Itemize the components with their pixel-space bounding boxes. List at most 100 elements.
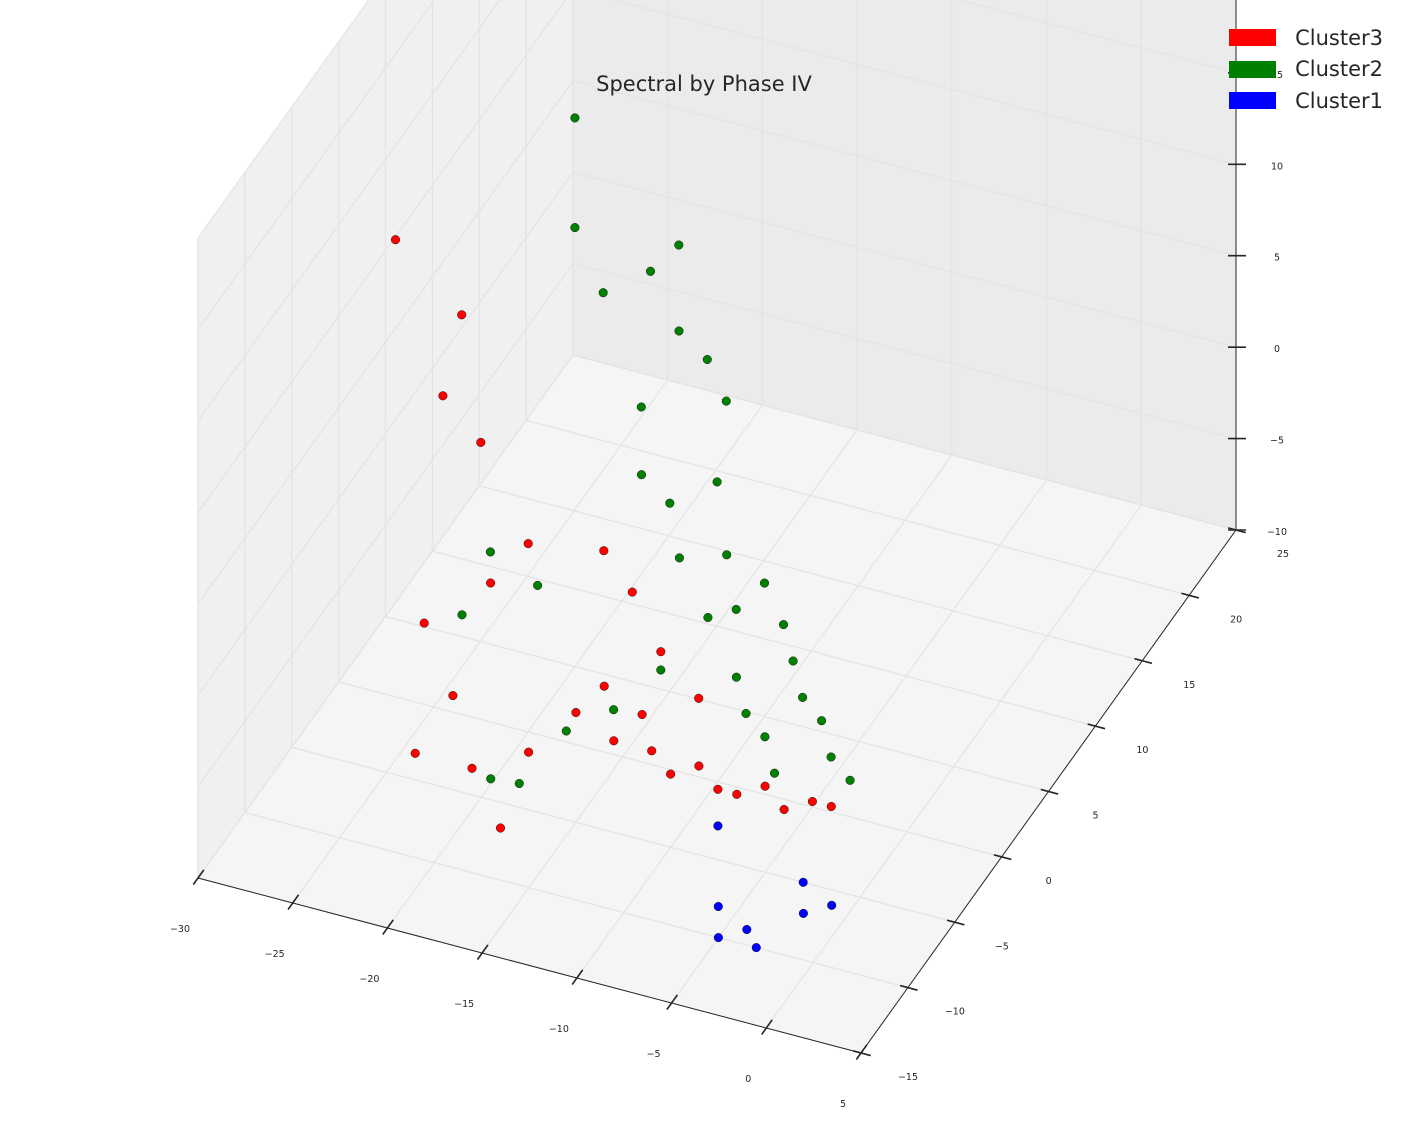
x-tick-label: 5 bbox=[840, 1099, 846, 1110]
point-cluster2 bbox=[665, 498, 675, 508]
point-cluster3 bbox=[476, 437, 486, 447]
x-tick bbox=[760, 1019, 773, 1035]
point-cluster2 bbox=[817, 716, 827, 726]
x-tick bbox=[571, 969, 584, 985]
tick-labels: −30 −25 −20 −15 −10 −5 0 5 −15 −10 −5 0 5 10 15 20 25 −10… bbox=[170, 70, 1289, 1110]
x-tick-label: −10 bbox=[549, 1024, 569, 1035]
grid-y-floor bbox=[244, 812, 909, 989]
grid-z-left bbox=[197, 171, 574, 696]
point-cluster1 bbox=[827, 900, 837, 910]
point-cluster3 bbox=[410, 748, 420, 758]
x-tick bbox=[666, 994, 679, 1010]
data-points bbox=[390, 113, 855, 953]
legend-item-cluster2: Cluster2 bbox=[1229, 54, 1383, 86]
x-axis-line bbox=[197, 877, 862, 1054]
grid-z-back bbox=[572, 80, 1237, 257]
point-cluster3 bbox=[419, 618, 429, 628]
x-tick bbox=[192, 869, 205, 885]
point-cluster3 bbox=[713, 784, 723, 794]
point-cluster2 bbox=[561, 726, 571, 736]
point-cluster2 bbox=[826, 752, 836, 762]
grid-y-floor bbox=[291, 746, 955, 923]
point-cluster2 bbox=[636, 402, 646, 412]
grid-y-floor bbox=[479, 485, 1143, 662]
x-tick bbox=[476, 944, 489, 960]
grid-z-back bbox=[572, 171, 1237, 348]
point-cluster2 bbox=[722, 550, 732, 560]
grid-z-left bbox=[197, 0, 370, 239]
point-cluster2 bbox=[798, 692, 808, 702]
point-cluster1 bbox=[798, 877, 808, 887]
point-cluster3 bbox=[627, 587, 637, 597]
z-tick-label: 10 bbox=[1271, 161, 1283, 172]
point-cluster2 bbox=[485, 547, 495, 557]
point-cluster2 bbox=[457, 610, 467, 620]
y-tick bbox=[1181, 592, 1199, 599]
grid-z-left bbox=[197, 0, 435, 330]
z-tick-label: −5 bbox=[1270, 436, 1284, 447]
x-tick-label: −5 bbox=[647, 1049, 661, 1060]
point-cluster3 bbox=[656, 647, 666, 657]
y-tick-label: −5 bbox=[995, 941, 1009, 952]
point-cluster2 bbox=[674, 326, 684, 336]
x-tick-label: −25 bbox=[265, 949, 285, 960]
point-cluster2 bbox=[759, 578, 770, 588]
point-cluster3 bbox=[637, 709, 647, 720]
point-cluster3 bbox=[760, 781, 770, 791]
x-tick-label: −15 bbox=[454, 999, 474, 1010]
y-tick-label: 0 bbox=[1046, 876, 1052, 887]
point-cluster3 bbox=[694, 761, 704, 771]
point-cluster1 bbox=[798, 908, 808, 918]
grid-z-back bbox=[572, 354, 1237, 531]
point-cluster2 bbox=[702, 354, 712, 365]
point-cluster3 bbox=[457, 310, 467, 320]
legend-item-cluster3: Cluster3 bbox=[1229, 22, 1383, 54]
grid-z-back bbox=[957, 0, 1237, 74]
point-cluster2 bbox=[760, 732, 770, 742]
x-tick bbox=[855, 1044, 868, 1060]
point-cluster3 bbox=[571, 707, 581, 718]
point-cluster2 bbox=[674, 553, 684, 563]
point-cluster2 bbox=[703, 612, 713, 623]
point-cluster2 bbox=[570, 113, 580, 123]
grid-z-back bbox=[572, 262, 1237, 440]
point-cluster2 bbox=[788, 656, 798, 666]
grid-y-floor bbox=[338, 681, 1002, 858]
point-cluster3 bbox=[666, 769, 676, 779]
z-tick-label: 5 bbox=[1274, 253, 1280, 264]
point-cluster3 bbox=[524, 747, 534, 757]
point-cluster2 bbox=[514, 778, 524, 789]
y-tick-label: −15 bbox=[898, 1072, 918, 1083]
point-cluster3 bbox=[523, 539, 533, 549]
y-tick bbox=[1087, 723, 1106, 730]
point-cluster2 bbox=[598, 288, 608, 298]
point-cluster2 bbox=[674, 240, 684, 250]
chart-title: Spectral by Phase IV bbox=[596, 72, 812, 96]
point-cluster2 bbox=[741, 708, 751, 719]
legend-swatch-cluster1 bbox=[1229, 92, 1277, 110]
point-cluster3 bbox=[732, 789, 742, 799]
y-tick bbox=[1040, 788, 1059, 795]
grid-z-left bbox=[197, 0, 567, 513]
point-cluster2 bbox=[645, 266, 656, 276]
grid-y-floor bbox=[432, 550, 1096, 727]
axes-panes bbox=[198, 0, 1236, 1053]
point-cluster3 bbox=[495, 823, 506, 833]
legend-label-cluster3: Cluster3 bbox=[1295, 25, 1383, 50]
x-tick bbox=[287, 894, 300, 910]
point-cluster3 bbox=[826, 801, 836, 812]
legend-swatch-cluster3 bbox=[1229, 29, 1277, 47]
point-cluster2 bbox=[845, 775, 855, 785]
grid-z-left bbox=[197, 263, 574, 787]
grid-y-floor bbox=[525, 419, 1190, 596]
legend-label-cluster2: Cluster2 bbox=[1295, 57, 1383, 82]
point-cluster3 bbox=[647, 746, 657, 756]
point-cluster2 bbox=[712, 477, 722, 487]
point-cluster2 bbox=[656, 665, 666, 675]
grid-z-left bbox=[197, 80, 574, 605]
point-cluster3 bbox=[609, 736, 619, 746]
point-cluster2 bbox=[778, 620, 789, 630]
legend: Cluster3 Cluster2 Cluster1 bbox=[1229, 22, 1383, 117]
x-tick-label: 0 bbox=[745, 1074, 751, 1085]
